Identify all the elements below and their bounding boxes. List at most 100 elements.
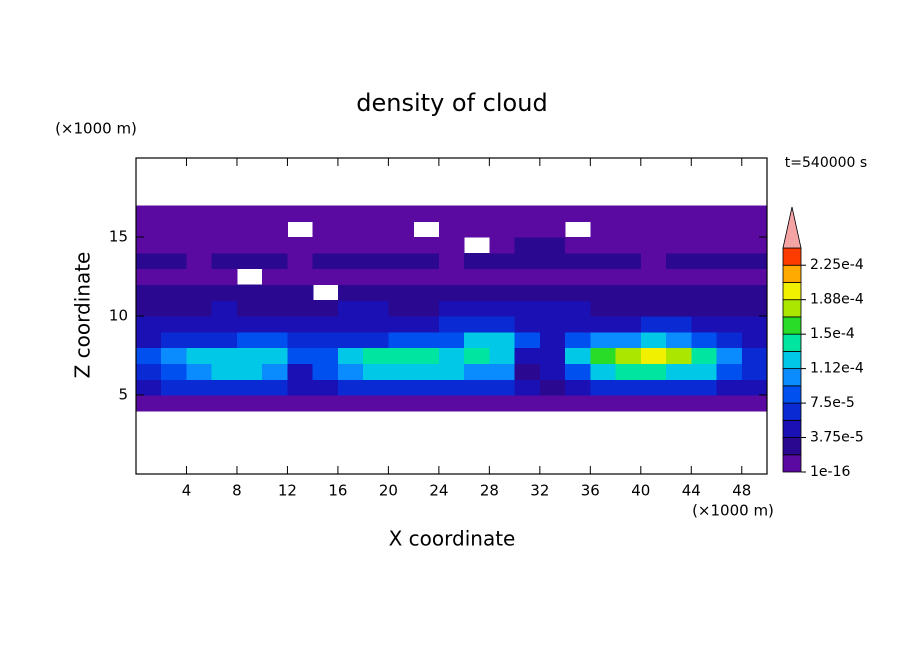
contour-cell — [464, 331, 490, 349]
contour-cell — [136, 363, 162, 380]
contour-cell — [312, 205, 339, 222]
contour-cell — [640, 284, 667, 301]
x-tick-label: 40 — [631, 482, 650, 500]
contour-cell — [413, 316, 440, 333]
contour-cell — [337, 284, 364, 301]
colorbar-tick-label: 1.12e-4 — [810, 361, 864, 377]
contour-cell — [388, 300, 415, 317]
contour-cell — [236, 284, 263, 301]
contour-cell — [716, 268, 743, 285]
contour-cell — [716, 363, 743, 380]
contour-cell — [337, 395, 364, 412]
contour-cell — [337, 347, 364, 364]
contour-cell — [464, 221, 490, 238]
contour-cell — [640, 331, 667, 349]
contour-cell — [716, 252, 743, 270]
contour-cell — [565, 363, 591, 380]
contour-cell — [438, 316, 465, 333]
contour-cell — [464, 205, 490, 222]
contour-cell — [186, 237, 213, 254]
contour-cell — [236, 237, 263, 254]
colorbar-tick-label: 1.88e-4 — [810, 292, 864, 308]
contour-cell — [741, 284, 768, 301]
contour-cell — [741, 300, 768, 317]
contour-cell — [312, 300, 339, 317]
contour-cell — [666, 347, 692, 364]
contour-cell — [565, 237, 591, 254]
contour-cell — [590, 300, 617, 317]
contour-cell — [287, 363, 314, 380]
contour-cell — [590, 205, 617, 222]
contour-cell — [413, 300, 440, 317]
contour-cell — [186, 284, 213, 301]
contour-cell — [388, 268, 415, 285]
contour-cell — [489, 252, 516, 270]
colorbar-band — [782, 350, 802, 370]
contour-cell — [666, 379, 692, 396]
contour-cell — [312, 347, 339, 364]
contour-cell — [161, 316, 188, 333]
contour-cell — [464, 300, 490, 317]
contour-cell — [136, 300, 162, 317]
contour-cell — [136, 316, 162, 333]
contour-cell — [716, 316, 743, 333]
contour-cell — [312, 395, 339, 412]
contour-cell — [337, 237, 364, 254]
contour-cell — [590, 284, 617, 301]
contour-cell — [186, 331, 213, 349]
contour-cell — [539, 252, 566, 270]
contour-cell — [312, 363, 339, 380]
contour-cell — [211, 316, 238, 333]
contour-cell — [388, 363, 415, 380]
x-tick-label: 32 — [530, 482, 549, 500]
contour-cell — [640, 252, 667, 270]
contour-cell — [136, 237, 162, 254]
contour-cell — [640, 205, 667, 222]
contour-cell — [666, 300, 692, 317]
contour-cell — [666, 237, 692, 254]
contour-cell — [287, 379, 314, 396]
contour-cell — [565, 300, 591, 317]
colorbar-band — [782, 282, 802, 301]
contour-cell — [514, 347, 541, 364]
contour-cell — [363, 363, 389, 380]
contour-cell — [388, 205, 415, 222]
contour-cell — [413, 347, 440, 364]
contour-cell — [741, 252, 768, 270]
contour-cell — [666, 268, 692, 285]
contour-cell — [388, 316, 415, 333]
contour-cell — [691, 268, 718, 285]
contour-cell — [615, 237, 642, 254]
colorbar-band — [782, 333, 802, 352]
contour-cell — [262, 347, 289, 364]
contour-cell — [539, 300, 566, 317]
contour-cell — [539, 347, 566, 364]
contour-cell — [640, 316, 667, 333]
contour-cell — [438, 284, 465, 301]
contour-cell — [691, 331, 718, 349]
contour-cell — [590, 252, 617, 270]
contour-cell — [438, 237, 465, 254]
colorbar-over — [782, 206, 802, 249]
colorbar-band — [782, 419, 802, 438]
contour-cell — [489, 221, 516, 238]
contour-cell — [514, 316, 541, 333]
chart-title: density of cloud — [356, 89, 547, 117]
contour-cell — [539, 284, 566, 301]
contour-cell — [236, 331, 263, 349]
contour-cell — [666, 363, 692, 380]
contour-cell — [413, 237, 440, 254]
x-tick-label: 16 — [328, 482, 347, 500]
contour-cell — [464, 395, 490, 412]
contour-cell — [514, 331, 541, 349]
contour-cell — [590, 316, 617, 333]
contour-cell — [565, 284, 591, 301]
contour-cell — [287, 252, 314, 270]
contour-cell — [464, 252, 490, 270]
contour-cell — [161, 347, 188, 364]
contour-cell — [615, 395, 642, 412]
x-tick-label: 8 — [232, 482, 242, 500]
contour-cell — [741, 331, 768, 349]
contour-cell — [287, 316, 314, 333]
contour-cell — [640, 237, 667, 254]
